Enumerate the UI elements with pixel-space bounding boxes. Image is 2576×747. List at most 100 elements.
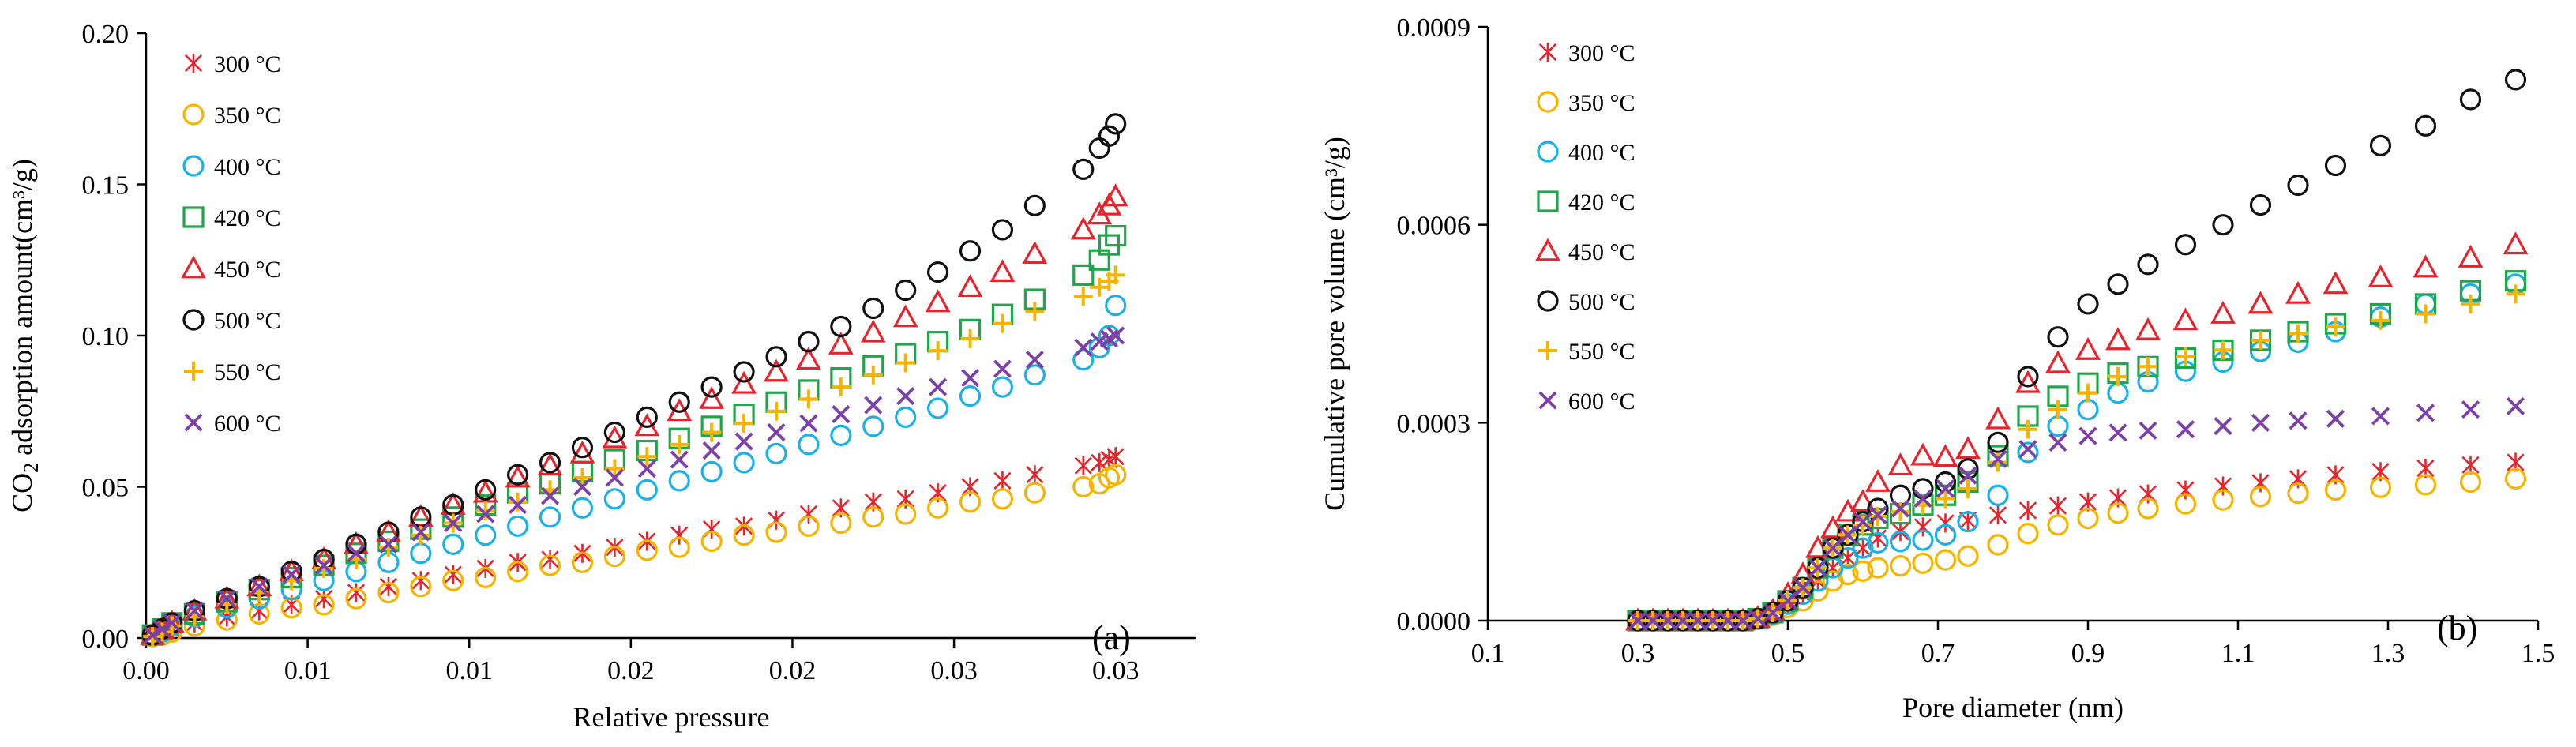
series-450 [1625, 231, 2529, 631]
data-point [2459, 471, 2482, 494]
data-point [798, 515, 820, 537]
data-point [2289, 324, 2308, 343]
data-point [2018, 419, 2037, 439]
data-point [2326, 317, 2345, 337]
series-600 [1628, 396, 2525, 630]
data-point [1932, 444, 1958, 467]
data-point [830, 315, 852, 338]
data-point [668, 536, 690, 558]
data-point [831, 377, 851, 397]
data-point [143, 625, 162, 644]
legend-marker [1537, 290, 1559, 312]
data-point [505, 464, 531, 488]
data-point [2414, 114, 2437, 137]
data-point [1808, 558, 1827, 577]
data-point [1105, 295, 1127, 317]
data-point [960, 369, 980, 388]
data-point [217, 589, 236, 608]
data-point [959, 240, 982, 262]
data-point [1936, 489, 1955, 509]
a-legend: 300 °C 350 °C 400 °C 420 °C 450 °C 500 °C 550 … [181, 51, 281, 437]
data-point [411, 523, 430, 542]
data-point [2107, 382, 2129, 404]
data-point [1098, 325, 1121, 347]
x-tick-label: 0.01 [445, 656, 493, 685]
data-point [1889, 555, 1912, 577]
data-point [2326, 409, 2345, 428]
legend-label: 450 °C [1568, 239, 1635, 265]
data-point [539, 554, 561, 576]
data-point [1105, 225, 1127, 247]
data-point [475, 479, 497, 501]
data-point [2506, 284, 2525, 304]
data-point [539, 452, 561, 474]
x-tick-label: 0.9 [2071, 639, 2105, 668]
data-point [248, 602, 270, 625]
legend-label: 300 °C [214, 51, 281, 77]
data-point [668, 470, 690, 492]
panel-label: (b) [2437, 609, 2477, 648]
data-point [2048, 400, 2067, 419]
data-point [605, 468, 624, 487]
data-point [1026, 465, 1044, 485]
data-point [959, 491, 982, 513]
data-point [472, 479, 498, 503]
data-point [1025, 302, 1045, 321]
data-point [991, 376, 1014, 398]
pore-volume-chart: Cumulative pore volume (cm³/g) Pore diam… [1319, 13, 2555, 723]
data-point [2108, 423, 2127, 442]
data-point [667, 398, 693, 422]
data-point [2214, 340, 2232, 360]
data-point [860, 319, 886, 343]
data-point [2506, 396, 2525, 415]
data-point [2247, 291, 2274, 314]
data-point [1934, 524, 1957, 546]
legend-label: 500 °C [214, 308, 281, 334]
data-point [1070, 216, 1096, 240]
data-point [670, 525, 689, 545]
data-point [2461, 294, 2480, 313]
data-point [2075, 336, 2101, 360]
legend-marker [184, 54, 203, 73]
x-tick-label: 0.7 [1921, 639, 1955, 668]
data-point [2214, 416, 2232, 436]
data-point [1852, 537, 1874, 559]
data-point [733, 361, 755, 383]
data-point [991, 219, 1014, 241]
x-tick-label: 0.1 [1471, 639, 1505, 668]
data-point [2323, 271, 2349, 295]
x-tick-label: 1.3 [2371, 639, 2405, 668]
data-point [605, 459, 625, 479]
data-point [2414, 474, 2437, 496]
legend-label: 550 °C [214, 359, 281, 385]
data-point [798, 434, 820, 456]
data-point [798, 389, 818, 409]
legend-marker [182, 155, 205, 177]
data-point [2077, 507, 2099, 530]
data-point [636, 539, 658, 561]
data-point [571, 497, 594, 519]
data-point [509, 495, 528, 515]
data-point [668, 391, 690, 413]
data-point [993, 359, 1012, 378]
x-tick-label: 0.03 [930, 656, 978, 685]
data-point [2077, 293, 2099, 315]
legend-label: 420 °C [1568, 190, 1635, 216]
data-point [957, 274, 983, 298]
data-point [1910, 442, 1936, 466]
legend-marker [182, 206, 205, 228]
data-point [896, 353, 915, 373]
data-point [2371, 310, 2390, 330]
data-point [2174, 234, 2197, 256]
legend-label: 600 °C [214, 411, 281, 437]
y-tick-label: 0.20 [82, 20, 130, 49]
data-point [830, 512, 852, 535]
data-point [670, 450, 689, 469]
data-point [1853, 512, 1872, 531]
data-point [185, 601, 204, 621]
data-point [1778, 591, 1797, 610]
chart-panel-b: Cumulative pore volume (cm³/g) Pore diam… [1295, 0, 2576, 747]
data-point [507, 464, 529, 486]
x-tick-label: 0.5 [1771, 639, 1805, 668]
data-point [508, 492, 528, 512]
